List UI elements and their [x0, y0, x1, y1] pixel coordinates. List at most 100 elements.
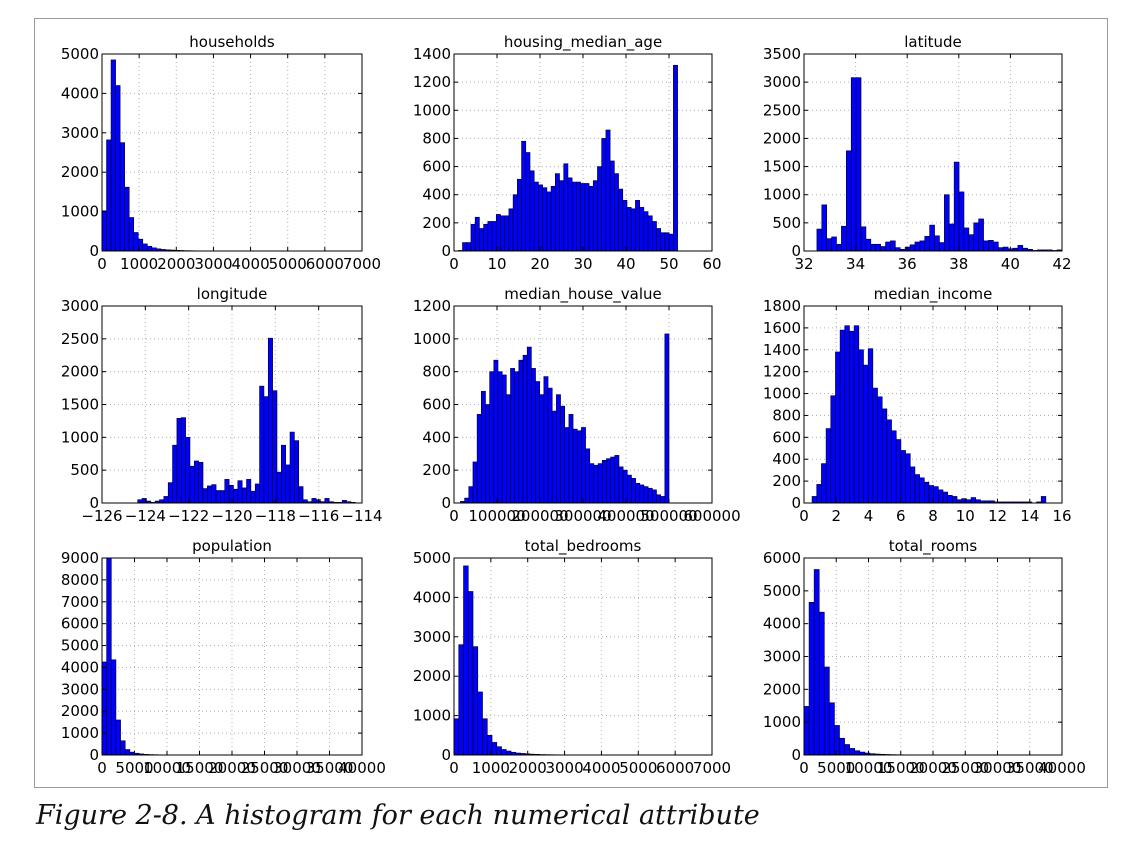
- y-tick-label: 200: [422, 214, 451, 232]
- histogram-bar: [298, 486, 304, 504]
- histogram-bar: [567, 177, 573, 252]
- histogram-bar: [811, 496, 818, 504]
- x-tick-label: 40000: [338, 759, 386, 777]
- y-tick-label: 2500: [763, 101, 801, 119]
- histogram-bar: [914, 241, 921, 252]
- histogram-bar: [115, 719, 121, 756]
- y-tick-label: 4000: [413, 588, 451, 606]
- histogram-bar: [506, 394, 511, 504]
- axes-frame: [803, 53, 1063, 252]
- histogram-bar: [668, 233, 674, 252]
- histogram-bar: [651, 221, 657, 252]
- histogram-bar: [522, 354, 528, 504]
- histogram-bar: [276, 471, 282, 504]
- x-tick-label: 40: [1001, 255, 1020, 273]
- y-tick-label: 1000: [763, 385, 801, 403]
- histogram-bar: [895, 439, 902, 504]
- histogram-bar: [849, 330, 855, 504]
- histogram-bar: [948, 223, 955, 252]
- histogram-bar: [281, 444, 286, 504]
- x-tick-label: −120: [211, 507, 252, 525]
- y-tick-label: 0: [441, 242, 451, 260]
- histogram-bar: [831, 236, 837, 252]
- histogram-bar: [176, 417, 182, 504]
- y-tick-label: 500: [70, 461, 99, 479]
- histogram-bar: [647, 487, 653, 504]
- histogram-bar: [572, 428, 578, 504]
- x-tick-label: 1000: [120, 255, 158, 273]
- histogram-bar: [609, 160, 615, 252]
- histogram-bar: [919, 240, 926, 252]
- histogram-total-bedrooms: 0 100020003000400050006000700001000200030…: [413, 537, 731, 777]
- histogram-bar: [535, 381, 540, 504]
- histogram-bar: [189, 465, 195, 504]
- histogram-bar: [635, 200, 640, 252]
- y-tick-label: 0: [89, 242, 99, 260]
- histogram-bar: [647, 215, 653, 252]
- figure-caption: Figure 2-8. A histogram for each numeric…: [36, 800, 760, 831]
- y-tick-label: 5000: [61, 45, 99, 63]
- y-tick-label: 3000: [413, 628, 451, 646]
- histogram-bar: [635, 482, 641, 504]
- x-tick-label: 10000: [845, 759, 893, 777]
- y-tick-label: 1400: [413, 45, 451, 63]
- histogram-bar: [546, 191, 552, 252]
- histogram-bar: [968, 234, 975, 252]
- y-tick-label: 3000: [61, 297, 99, 315]
- histogram-bar: [142, 243, 148, 252]
- x-tick-label: 60: [702, 255, 721, 273]
- histogram-bar: [479, 228, 484, 252]
- histogram-bar: [202, 488, 208, 504]
- histogram-bar: [993, 241, 999, 252]
- x-tick-label: 600000: [683, 507, 740, 525]
- x-tick-label: 10: [956, 507, 975, 525]
- histogram-bar: [890, 240, 896, 252]
- y-tick-label: 1000: [61, 203, 99, 221]
- histogram-bar: [673, 64, 678, 252]
- histogram-bar: [115, 85, 121, 252]
- histogram-bar: [472, 461, 478, 504]
- histogram-total-rooms: 0 500010000150002000025000300003500040000…: [763, 537, 1086, 777]
- histogram-bar: [631, 478, 636, 504]
- y-tick-label: 0: [791, 494, 801, 512]
- x-tick-label: 30000: [273, 759, 321, 777]
- histogram-bar: [829, 702, 835, 756]
- x-tick-label: −126: [81, 507, 122, 525]
- y-tick-label: 400: [772, 450, 801, 468]
- x-tick-label: 15000: [877, 759, 925, 777]
- histogram-bar: [841, 225, 847, 252]
- histogram-bar: [886, 419, 892, 504]
- x-tick-label: 30000: [974, 759, 1022, 777]
- histogram-bar: [467, 591, 474, 756]
- histogram-bar: [525, 152, 531, 252]
- histogram-bar: [639, 207, 645, 252]
- chart-title: housing_median_age: [504, 33, 662, 52]
- y-tick-label: 0: [89, 746, 99, 764]
- x-tick-label: 300000: [554, 507, 611, 525]
- y-tick-label: 3000: [763, 73, 801, 91]
- y-tick-label: 3000: [763, 648, 801, 666]
- histogram-bar: [211, 484, 217, 504]
- histogram-bar: [559, 180, 565, 252]
- histogram-bar: [816, 484, 822, 504]
- histogram-bar: [988, 240, 994, 252]
- x-tick-label: 40: [616, 255, 635, 273]
- histogram-bar: [285, 464, 291, 504]
- histogram-population: 0 500010000150002000025000300003500040000…: [61, 537, 386, 777]
- x-tick-label: 10: [487, 255, 506, 273]
- histogram-bar: [978, 218, 984, 252]
- y-tick-label: 800: [422, 129, 451, 147]
- histogram-bar: [497, 371, 503, 504]
- histogram-bar: [939, 242, 945, 252]
- histogram-bar: [466, 242, 472, 252]
- x-tick-label: 16: [1052, 507, 1071, 525]
- histogram-bar: [656, 494, 661, 504]
- x-tick-label: 100000: [468, 507, 525, 525]
- y-tick-label: 400: [422, 428, 451, 446]
- y-tick-label: 3000: [61, 680, 99, 698]
- histogram-bar: [614, 173, 619, 252]
- histogram-bar: [630, 208, 636, 252]
- y-tick-label: 3500: [763, 45, 801, 63]
